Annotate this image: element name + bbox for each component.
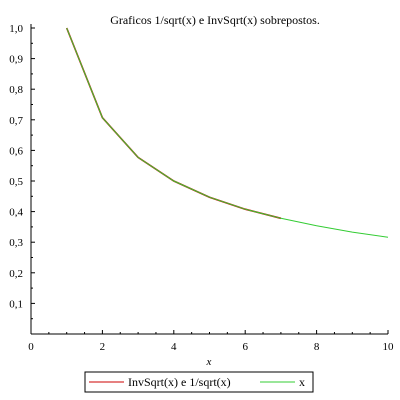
- chart-title: Graficos 1/sqrt(x) e InvSqrt(x) sobrepos…: [110, 13, 320, 27]
- x-tick-label: 0: [28, 341, 34, 353]
- x-tick-label: 6: [242, 341, 248, 353]
- x-tick-label: 10: [383, 341, 395, 353]
- series-line-x: [66, 27, 389, 238]
- series-line-invsqrt: [65, 27, 282, 220]
- y-tick-label: 0,4: [9, 207, 23, 219]
- y-tick-label: 0,2: [9, 268, 23, 280]
- x-tick-label: 4: [171, 341, 177, 353]
- x-axis-label: x: [206, 356, 212, 368]
- axes: 0 2 4 6 8 10 0,1 0,2 0,3 0,4 0,5 0,6 0,7 0,8 0,9 1,0: [9, 23, 394, 353]
- legend-label: InvSqrt(x) e 1/sqrt(x): [128, 375, 231, 389]
- y-tick-label: 0,6: [9, 145, 23, 157]
- y-tick-label: 0,8: [9, 84, 23, 96]
- y-tick-label: 0,7: [9, 115, 23, 127]
- y-tick-label: 0,3: [9, 237, 23, 249]
- y-tick-label: 0,1: [9, 298, 23, 310]
- x-tick-label: 8: [314, 341, 320, 353]
- legend-label: x: [299, 375, 305, 389]
- plot-area: [65, 27, 389, 238]
- x-tick-label: 2: [100, 341, 106, 353]
- y-tick-label: 0,9: [9, 54, 23, 66]
- legend: InvSqrt(x) e 1/sqrt(x) x: [84, 371, 314, 393]
- legend-box: [84, 371, 314, 393]
- y-tick-label: 1,0: [9, 23, 23, 35]
- y-tick-label: 0,5: [9, 176, 23, 188]
